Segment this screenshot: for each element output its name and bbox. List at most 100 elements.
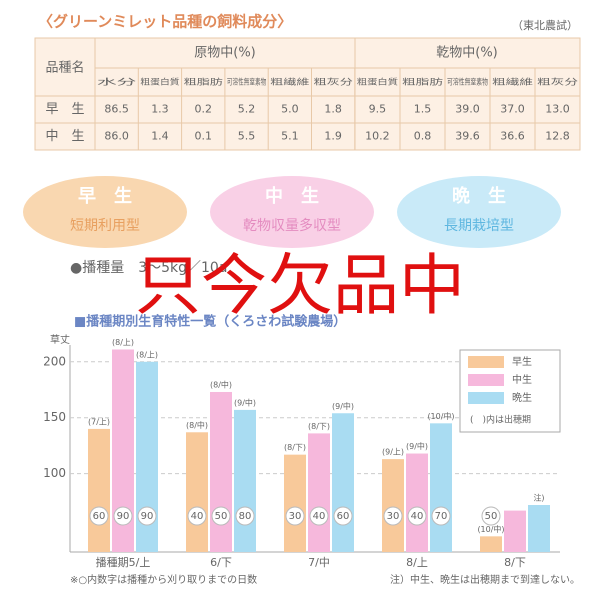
table-cell: 0.2 [195, 103, 213, 116]
days-label: 90 [117, 511, 130, 522]
table-header: 乾物中(%) [436, 46, 498, 61]
table-cell: 10.2 [365, 130, 390, 143]
table-cell: 1.8 [324, 103, 342, 116]
heading-label: (9/中) [406, 441, 428, 451]
table-header: 品種名 [45, 60, 84, 76]
heading-label: (8/上) [112, 338, 134, 347]
x-tick-label: 7/中 [308, 556, 330, 569]
bar [136, 361, 158, 552]
days-label: 40 [411, 511, 424, 522]
table-bg [34, 37, 581, 151]
days-circle [383, 506, 403, 526]
heading-label: (9/中) [332, 401, 354, 411]
days-circle [187, 506, 207, 526]
chart-heading: ■播種期別生育特性一覧（くろさわ試験農場） [74, 314, 346, 330]
source: （東北農試） [512, 18, 578, 32]
bar [234, 409, 256, 552]
heading-label: (8/中) [186, 420, 208, 430]
legend-swatch [468, 356, 504, 368]
table-cell: 1.9 [324, 130, 342, 143]
legend-swatch [468, 374, 504, 386]
days-label: 70 [435, 511, 448, 522]
type-name: 早 生 [78, 185, 132, 207]
table-cell: 9.5 [369, 103, 387, 116]
column-header: 可溶性無窒素物 [447, 77, 488, 87]
column-header: 粗脂肪 [402, 77, 443, 87]
table-cell: 37.0 [500, 103, 525, 116]
column-header: 粗蛋白質 [140, 77, 179, 87]
heading-label: (8/下) [308, 422, 330, 431]
table-cell: 39.0 [455, 103, 480, 116]
days-label: 40 [191, 511, 204, 522]
table-cell: 中 生 [45, 129, 84, 144]
legend-label: 晩生 [512, 391, 532, 404]
days-label: 90 [141, 511, 154, 522]
heading-label: (8/中) [210, 379, 232, 389]
column-header: 粗灰分 [537, 77, 578, 87]
type-desc: 乾物収量多収型 [243, 217, 341, 234]
bar [406, 453, 428, 552]
days-label: 40 [313, 511, 326, 522]
type-oval [23, 176, 187, 248]
legend-label: 早生 [512, 355, 532, 368]
table-cell: 36.6 [500, 130, 525, 143]
days-circle [309, 506, 329, 526]
table-cell: 0.8 [414, 130, 432, 143]
x-tick-label: 6/下 [210, 556, 232, 569]
y-tick-label: 100 [43, 466, 66, 480]
bar [112, 349, 134, 552]
days-circle [113, 506, 133, 526]
heading-label: (7/上) [88, 417, 110, 426]
days-label: 30 [387, 511, 400, 522]
heading-label: (8/上) [136, 350, 158, 359]
heading-label: (10/中) [427, 411, 454, 421]
type-name: 中 生 [265, 185, 319, 207]
table-cell: 86.5 [104, 103, 129, 116]
note: ※○内数字は播種から刈り取りまでの日数 [70, 573, 257, 586]
bar [430, 423, 452, 552]
days-label: 50 [215, 511, 228, 522]
heading-label: (9/中) [234, 397, 256, 407]
table-cell: 0.1 [195, 130, 213, 143]
bar [528, 505, 550, 552]
heading-label: 注) [533, 493, 544, 503]
column-header: 粗灰分 [314, 77, 353, 87]
table-cell: 12.8 [545, 130, 570, 143]
table-cell: 5.5 [238, 130, 256, 143]
type-name: 晩 生 [452, 185, 506, 207]
days-circle [481, 506, 501, 526]
y-tick-label: 200 [43, 354, 66, 368]
column-header: 粗蛋白質 [357, 77, 398, 87]
days-label: 60 [93, 511, 106, 522]
bar [308, 433, 330, 552]
days-label: 80 [239, 511, 252, 522]
table-header: 原物中(%) [194, 46, 256, 61]
column-header: 粗脂肪 [184, 77, 223, 87]
y-tick-label: 150 [43, 410, 66, 424]
note: 注）中生、晩生は出穂期まで到達しない。 [390, 573, 580, 586]
days-circle [431, 506, 451, 526]
table-cell: 13.0 [545, 103, 570, 116]
days-circle [285, 506, 305, 526]
days-label: 30 [289, 511, 302, 522]
legend-note: ( )内は出穂期 [470, 414, 531, 426]
days-circle [137, 506, 157, 526]
column-header: 粗繊維 [270, 77, 309, 87]
y-axis-label: 草丈 [50, 334, 70, 346]
legend-swatch [468, 392, 504, 404]
bar [186, 432, 208, 552]
days-circle [235, 506, 255, 526]
days-label: 60 [337, 511, 350, 522]
type-oval [210, 176, 374, 248]
days-circle [211, 506, 231, 526]
heading-label: (9/上) [382, 448, 404, 457]
bar [504, 510, 526, 552]
days-label: 50 [485, 511, 498, 522]
column-header: 粗繊維 [492, 77, 533, 87]
bar [332, 413, 354, 552]
column-header: 水分 [97, 77, 136, 87]
table-cell: 1.3 [151, 103, 169, 116]
seeding: ●播種量 3～5kg／10a [70, 260, 227, 276]
table-cell: 1.5 [414, 103, 432, 116]
